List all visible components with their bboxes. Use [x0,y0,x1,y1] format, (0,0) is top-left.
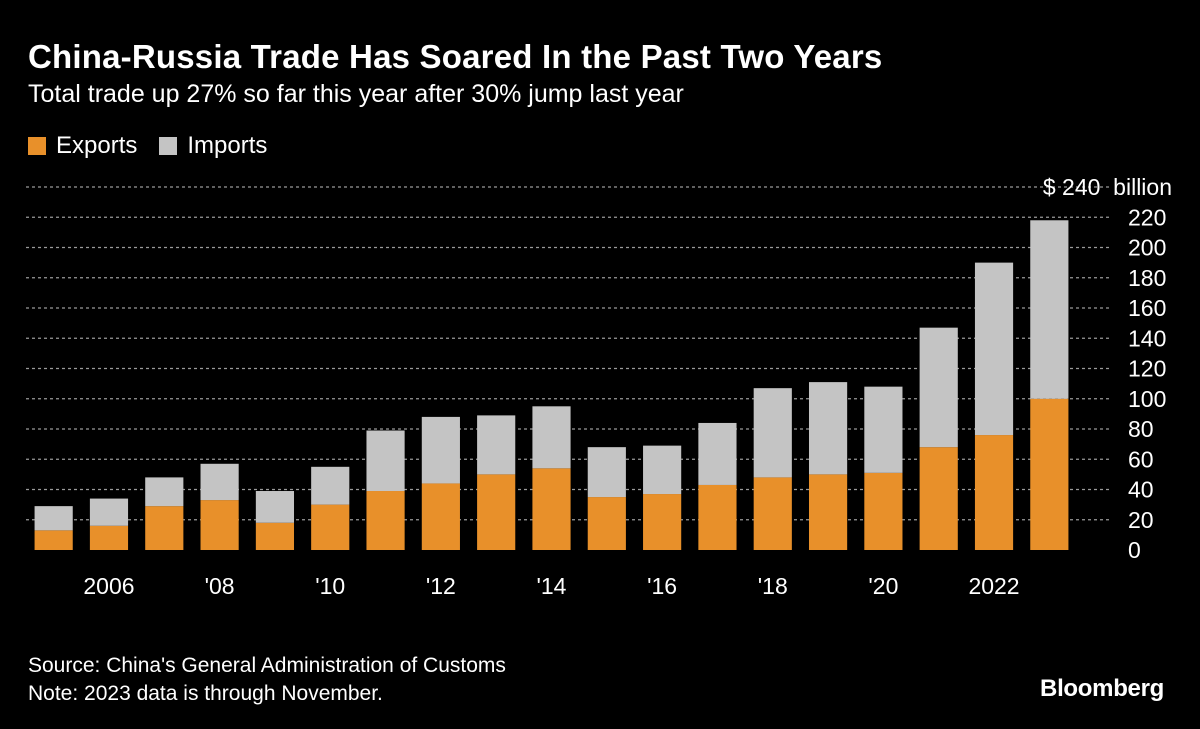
bar-imports-2009 [255,491,295,523]
bar-imports-2017 [698,422,737,485]
x-tick-label-2008: '08 [205,573,235,599]
x-axis-labels: 2006 '08 '10 '12 '14 '16 '18 '20 2022 [83,573,1019,599]
bar-imports-2010 [311,466,350,505]
bar-imports-2005 [34,506,73,531]
y-tick-label-200: 200 [1128,235,1166,261]
legend-label-exports: Exports [56,132,138,159]
bar-exports-2011 [366,491,405,550]
legend: Exports Imports [28,132,289,160]
bar-imports-2011 [366,430,405,492]
bloomberg-logo: Bloomberg [1040,675,1164,702]
chart-title: China-Russia Trade Has Soared In the Pas… [28,38,883,75]
bar-exports-2016 [643,494,682,550]
legend-item-exports: Exports [28,132,137,160]
bar-exports-2010 [311,504,350,550]
y-tick-label-20: 20 [1128,507,1154,533]
legend-label-imports: Imports [187,132,268,159]
bar-imports-2008 [200,463,239,501]
bar-exports-2022 [974,435,1014,550]
bar-imports-2012 [421,416,460,484]
y-tick-label-160: 160 [1128,295,1166,321]
bar-imports-2018 [753,388,792,478]
bar-exports-2009 [255,522,295,550]
bar-exports-2012 [421,483,460,550]
bars [34,220,1069,550]
bar-imports-2021 [919,327,958,448]
exports-swatch [28,137,46,155]
x-tick-label-2010: '10 [315,573,345,599]
bar-exports-2020 [864,472,903,550]
x-tick-label-2006: 2006 [83,573,134,599]
y-tick-label-220: 220 [1128,204,1166,230]
bar-imports-2022 [974,262,1014,436]
bar-exports-2005 [34,530,73,550]
x-tick-label-2018: '18 [758,573,788,599]
bar-exports-2014 [532,468,571,550]
bar-imports-2023 [1030,220,1069,399]
bar-exports-2017 [698,484,737,550]
legend-item-imports: Imports [159,132,267,160]
x-tick-label-2014: '14 [537,573,567,599]
y-tick-label-60: 60 [1128,446,1154,472]
bar-exports-2013 [477,474,516,550]
bar-imports-2007 [145,477,184,507]
bar-exports-2023 [1030,398,1069,550]
bar-imports-2019 [808,382,848,475]
y-tick-label-80: 80 [1128,416,1154,442]
y-tick-label-240: $ 240 billion [1043,174,1172,200]
y-tick-label-140: 140 [1128,325,1166,351]
bar-imports-2020 [864,386,903,473]
bar-exports-2008 [200,500,239,550]
source-note: Source: China's General Administration o… [28,654,506,677]
data-note: Note: 2023 data is through November. [28,682,383,705]
y-tick-label-100: 100 [1128,386,1166,412]
x-tick-label-2020: '20 [868,573,898,599]
bar-exports-2007 [145,506,184,550]
footer: Source: China's General Administration o… [28,652,506,708]
bar-imports-2014 [532,406,571,469]
y-tick-label-0: 0 [1128,537,1141,563]
bar-imports-2013 [477,415,516,475]
x-tick-label-2016: '16 [647,573,677,599]
bar-imports-2006 [89,498,129,526]
x-tick-label-2012: '12 [426,573,456,599]
y-tick-label-180: 180 [1128,265,1166,291]
chart-subtitle: Total trade up 27% so far this year afte… [28,80,684,108]
x-tick-label-2022: 2022 [968,573,1019,599]
imports-swatch [159,137,178,155]
bar-exports-2019 [808,474,848,550]
y-tick-label-40: 40 [1128,477,1154,503]
bar-exports-2021 [919,447,958,550]
bar-exports-2018 [753,477,792,550]
y-tick-label-120: 120 [1128,356,1166,382]
bar-imports-2015 [587,447,626,498]
bar-exports-2015 [587,497,626,550]
bar-imports-2016 [643,445,682,495]
bar-exports-2006 [89,525,129,550]
y-axis-labels: 0 20 40 60 80 100 120 140 160 180 200 220 $ 240 bill… [1043,174,1172,563]
